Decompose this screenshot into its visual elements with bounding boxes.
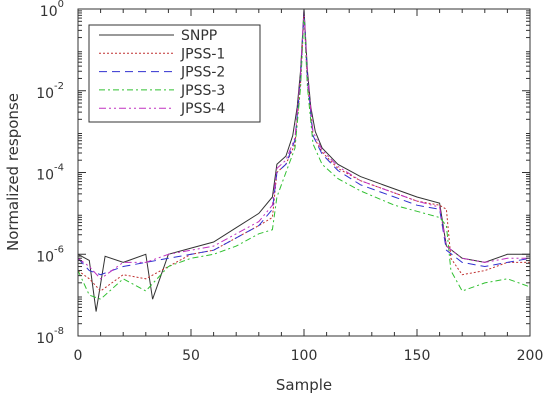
y-tick-power: -8	[54, 326, 64, 337]
y-tick-label: 100	[40, 0, 64, 20]
y-tick-label: 10-4	[36, 163, 64, 184]
x-tick-label: 200	[517, 348, 544, 364]
y-tick-label: 10-6	[36, 244, 64, 265]
x-axis-title: Sample	[276, 376, 332, 394]
y-tick-power: -2	[54, 81, 64, 92]
legend-label: JPSS-1	[180, 46, 225, 62]
y-tick-base: 10	[36, 331, 54, 347]
legend-label: JPSS-2	[180, 65, 225, 81]
x-tick-label: 100	[291, 348, 318, 364]
y-tick-label: 10-8	[36, 326, 64, 347]
legend-box	[88, 24, 261, 123]
legend-label: JPSS-3	[180, 83, 225, 99]
y-tick-label: 10-2	[36, 81, 64, 102]
y-tick-base: 10	[36, 168, 54, 184]
series-line-jpss-4	[78, 10, 530, 280]
x-tick-label: 50	[182, 348, 200, 364]
legend: SNPP JPSS-1 JPSS-2 JPSS-3 JPSS-4	[88, 24, 261, 123]
y-axis-title: Normalized response	[4, 93, 22, 251]
y-tick-base: 10	[40, 4, 58, 20]
y-tick-power: 0	[58, 0, 64, 10]
plot-layer	[78, 9, 530, 312]
y-tick-power: -6	[54, 244, 64, 255]
legend-label: JPSS-4	[180, 101, 225, 117]
y-tick-base: 10	[36, 249, 54, 265]
x-tick-label: 0	[74, 348, 83, 364]
x-tick-label: 150	[404, 348, 431, 364]
legend-label: SNPP	[181, 28, 217, 44]
y-tick-power: -4	[54, 163, 64, 174]
series-line-snpp	[78, 9, 530, 312]
y-tick-base: 10	[36, 86, 54, 102]
